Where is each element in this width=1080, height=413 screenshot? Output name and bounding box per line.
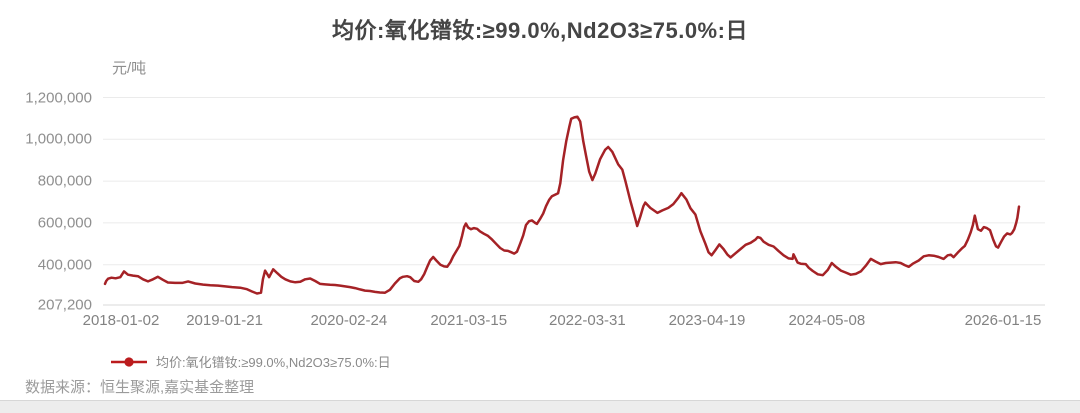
x-axis-label: 2023-04-19	[668, 312, 746, 329]
source-note: 数据来源：恒生聚源,嘉实基金整理	[25, 376, 254, 397]
x-axis-label: 2019-01-21	[186, 312, 263, 329]
y-axis-label: 207,200	[37, 296, 92, 314]
x-axis-label: 2021-03-15	[430, 312, 508, 329]
y-axis-label: 600,000	[37, 214, 92, 232]
y-axis-unit-label: 元/吨	[112, 60, 147, 77]
source-prefix: 数据来源：	[25, 379, 101, 396]
x-axis-label: 2020-02-24	[310, 312, 388, 329]
x-axis-label: 2018-01-02	[82, 312, 160, 329]
y-axis-label: 800,000	[37, 172, 92, 190]
x-axis-label: 2026-01-15	[964, 312, 1042, 329]
x-axis-label: 2024-05-08	[788, 312, 866, 329]
price-line	[103, 115, 1021, 295]
source-text: 恒生聚源,嘉实基金整理	[100, 379, 255, 396]
chart-title: 均价:氧化镨钕:≥99.0%,Nd2O3≥75.0%:日	[332, 18, 748, 43]
y-axis-label: 400,000	[37, 256, 92, 274]
legend-label: 均价:氧化镨钕:≥99.0%,Nd2O3≥75.0%:日	[156, 355, 391, 370]
y-axis-label: 1,200,000	[25, 89, 92, 106]
y-axis-label: 1,000,000	[25, 130, 92, 148]
footer-strip	[0, 400, 1080, 413]
legend: 均价:氧化镨钕:≥99.0%,Nd2O3≥75.0%:日	[110, 352, 391, 371]
x-axis-label: 2022-03-31	[549, 312, 626, 329]
legend-line-marker-icon	[111, 356, 147, 367]
